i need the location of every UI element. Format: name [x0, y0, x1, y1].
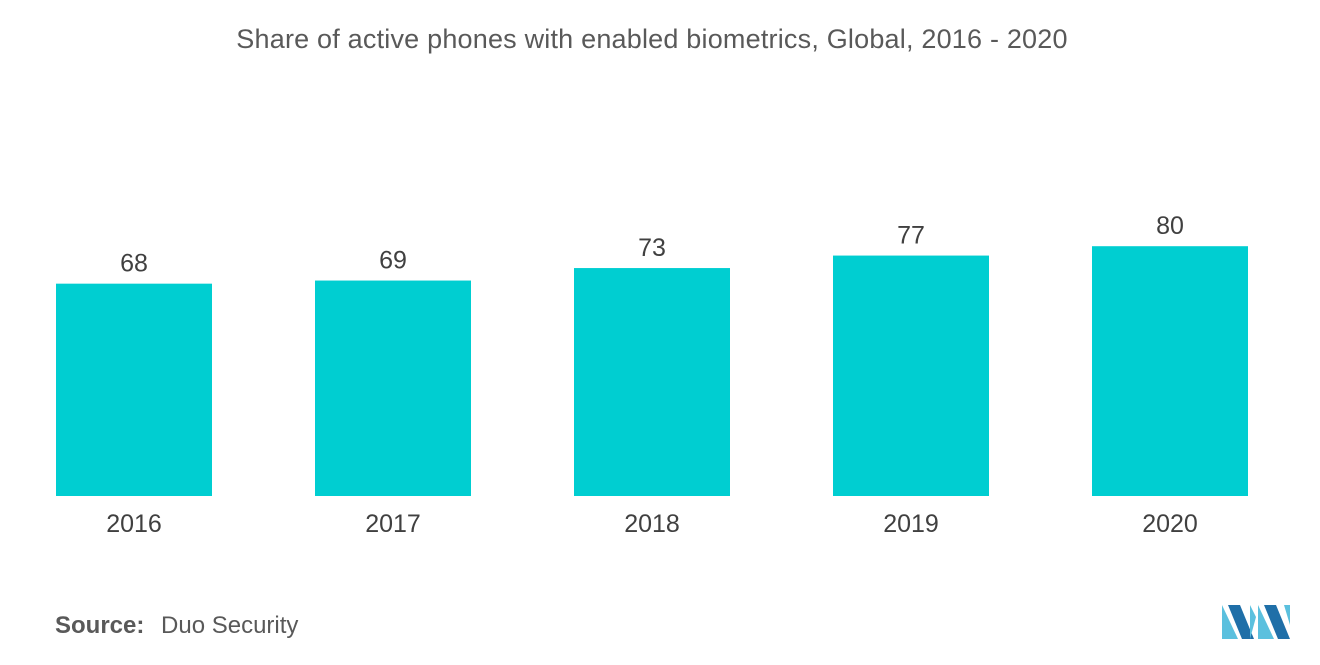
x-tick-label-2016: 2016 — [106, 510, 162, 538]
x-tick-labels-group: 2016 2017 2018 2019 2020 — [106, 510, 1198, 538]
bar-2019 — [833, 255, 989, 496]
value-labels-group: 68 69 73 77 80 — [120, 212, 1184, 277]
data-label-2019: 77 — [897, 222, 925, 250]
x-tick-label-2020: 2020 — [1142, 510, 1198, 538]
bars-group — [56, 246, 1248, 496]
bar-2018 — [574, 268, 730, 496]
bar-2016 — [56, 283, 212, 496]
x-tick-label-2019: 2019 — [883, 510, 939, 538]
x-tick-label-2018: 2018 — [624, 510, 680, 538]
bar-chart: 68 69 73 77 80 2016 2017 2018 2019 2020 — [56, 212, 1248, 538]
bar-2017 — [315, 280, 471, 496]
data-label-2018: 73 — [638, 234, 666, 262]
bar-2020 — [1092, 246, 1248, 496]
source-note: Source: Duo Security — [55, 612, 298, 640]
x-tick-label-2017: 2017 — [365, 510, 421, 538]
source-label: Source: — [55, 612, 145, 639]
chart-title: Share of active phones with enabled biom… — [236, 24, 1068, 54]
source-value: Duo Security — [161, 612, 299, 639]
mordor-intelligence-logo-icon — [1222, 605, 1290, 639]
data-label-2017: 69 — [379, 247, 407, 275]
data-label-2020: 80 — [1156, 212, 1184, 240]
data-label-2016: 68 — [120, 250, 148, 278]
